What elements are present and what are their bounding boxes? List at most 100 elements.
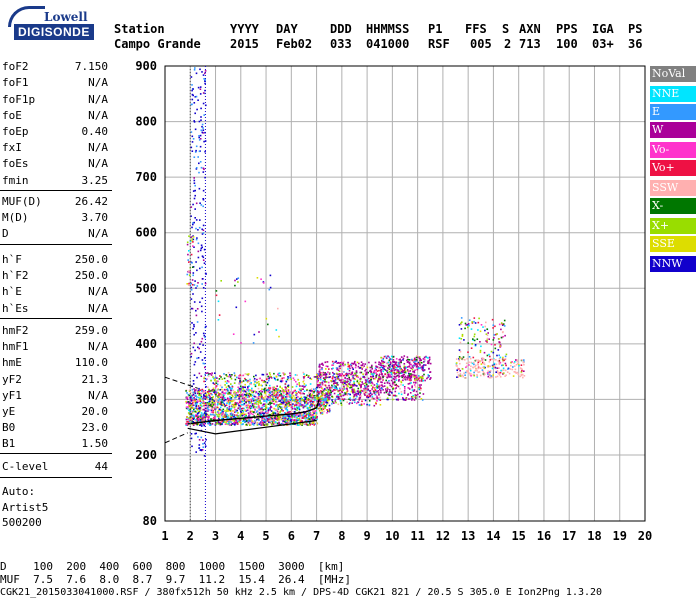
echo-point: [349, 381, 351, 383]
echo-point: [334, 398, 337, 401]
header-label-p1: P1: [428, 22, 443, 36]
echo-point: [272, 423, 275, 425]
echo-point: [429, 362, 432, 365]
echo-point: [467, 372, 470, 374]
echo-point: [314, 410, 316, 413]
echo-point: [270, 406, 272, 408]
echo-point: [391, 392, 393, 394]
echo-point: [219, 422, 222, 424]
param-value: N/A: [88, 285, 108, 298]
echo-point: [361, 400, 363, 403]
echo-point: [368, 395, 370, 397]
echo-point: [280, 378, 283, 380]
echo-point: [494, 367, 497, 370]
echo-point: [289, 372, 291, 374]
echo-point: [406, 366, 409, 368]
echo-point: [236, 376, 238, 379]
echo-point: [303, 390, 306, 392]
echo-point: [307, 418, 309, 420]
echo-point: [193, 177, 195, 179]
echo-point: [362, 388, 365, 390]
echo-point: [282, 418, 285, 420]
echo-point: [467, 369, 469, 372]
echo-point: [278, 418, 280, 420]
echo-point: [329, 376, 332, 378]
echo-point: [489, 355, 491, 358]
echo-point: [334, 400, 337, 402]
echo-point: [400, 371, 403, 373]
echo-point: [297, 424, 299, 426]
echo-point: [305, 404, 308, 406]
echo-point: [319, 375, 321, 377]
param-key: hmF2: [2, 324, 29, 337]
echo-point: [248, 407, 251, 409]
echo-point: [385, 365, 387, 368]
echo-point: [474, 365, 476, 368]
echo-point: [419, 389, 422, 391]
echo-point: [281, 396, 284, 399]
echo-point: [246, 399, 248, 401]
echo-point: [523, 359, 525, 361]
echo-point: [317, 376, 319, 379]
echo-point: [379, 376, 381, 378]
echo-point: [338, 362, 340, 364]
echo-point: [243, 407, 245, 410]
echo-point: [234, 279, 236, 282]
echo-point: [272, 388, 274, 391]
echo-point: [231, 394, 234, 397]
echo-point: [258, 331, 260, 333]
echo-point: [319, 407, 321, 409]
echo-point: [264, 395, 267, 398]
echo-point: [302, 385, 305, 387]
echo-point: [194, 128, 197, 131]
echo-point: [293, 390, 295, 392]
echo-point: [310, 396, 312, 399]
echo-point: [254, 409, 256, 411]
echo-point: [355, 394, 358, 397]
echo-point: [467, 323, 470, 325]
echo-point: [319, 377, 322, 379]
echo-point: [487, 373, 490, 376]
echo-point: [377, 392, 380, 394]
echo-point: [458, 349, 461, 351]
echo-point: [204, 366, 206, 369]
echo-point: [330, 386, 333, 389]
echo-point: [325, 405, 327, 407]
echo-point: [205, 394, 208, 397]
param-key: yF2: [2, 373, 22, 386]
echo-point: [229, 392, 232, 394]
f-trace-lower: [187, 419, 317, 435]
echo-point: [339, 393, 342, 396]
echo-point: [408, 375, 411, 377]
echo-point: [261, 390, 264, 393]
echo-point: [262, 419, 265, 422]
echo-point: [472, 361, 475, 364]
echo-point: [191, 238, 193, 240]
echo-point: [284, 407, 286, 410]
echo-point: [414, 395, 417, 398]
echo-point: [254, 391, 257, 393]
echo-point: [201, 337, 204, 340]
echo-point: [307, 408, 309, 411]
echo-point: [352, 388, 354, 391]
echo-point: [287, 400, 290, 403]
echo-point: [241, 400, 244, 403]
echo-point: [338, 397, 341, 400]
echo-point: [223, 377, 226, 380]
echo-point: [379, 366, 381, 369]
echo-point: [222, 414, 224, 417]
y-tick-label: 600: [135, 226, 157, 240]
echo-point: [247, 412, 250, 414]
echo-point: [221, 395, 223, 397]
echo-point: [200, 116, 202, 118]
echo-point: [193, 397, 195, 399]
echo-point: [266, 381, 269, 384]
echo-point: [219, 393, 221, 395]
echo-point: [522, 361, 525, 364]
echo-point: [427, 360, 429, 363]
param-key: yF1: [2, 389, 22, 402]
echo-point: [211, 398, 214, 401]
echo-point: [294, 374, 297, 376]
echo-point: [223, 397, 226, 399]
echo-point: [246, 400, 249, 402]
